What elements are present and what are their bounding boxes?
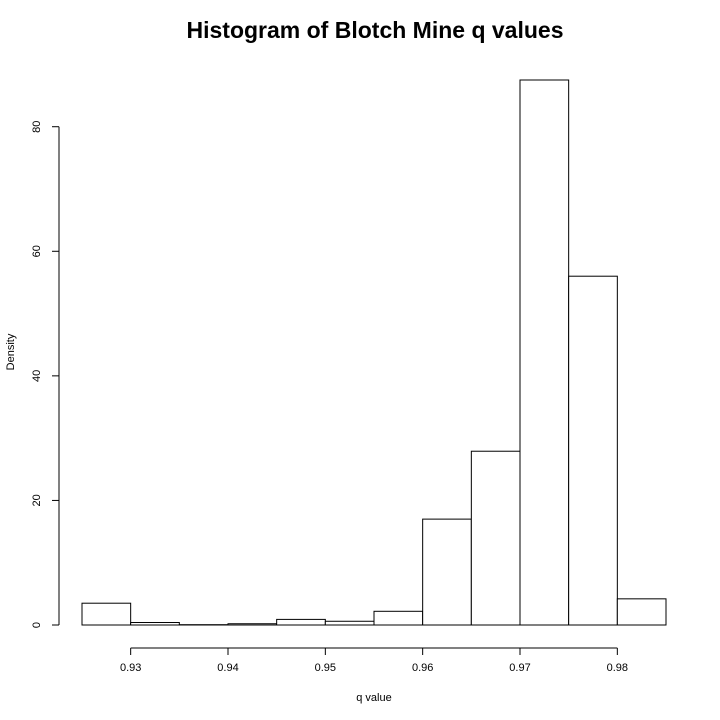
chart-title: Histogram of Blotch Mine q values bbox=[187, 17, 564, 43]
y-tick-label: 20 bbox=[31, 494, 43, 506]
x-tick-label: 0.95 bbox=[315, 662, 336, 674]
histogram-bar-7 bbox=[373, 610, 424, 626]
histogram-bar-4 bbox=[227, 623, 278, 626]
y-tick-label: 0 bbox=[31, 622, 43, 628]
y-tick-label: 40 bbox=[31, 370, 43, 382]
histogram-bar-11 bbox=[568, 275, 618, 626]
y-axis: 0 20 40 60 80 bbox=[31, 121, 60, 628]
histogram-bar-1 bbox=[81, 602, 132, 626]
histogram-bar-2 bbox=[130, 622, 180, 626]
x-tick-label: 0.97 bbox=[509, 662, 530, 674]
x-axis-label: q value bbox=[356, 692, 391, 704]
x-tick-label: 0.94 bbox=[217, 662, 238, 674]
y-axis-label: Density bbox=[5, 333, 17, 370]
x-axis: 0.93 0.94 0.95 0.96 0.97 0.98 bbox=[120, 647, 628, 674]
histogram-bar-10 bbox=[519, 79, 570, 626]
histogram-bar-5 bbox=[276, 618, 326, 626]
x-tick-label: 0.93 bbox=[120, 662, 141, 674]
y-tick-label: 60 bbox=[31, 245, 43, 257]
x-tick-label: 0.96 bbox=[412, 662, 433, 674]
y-tick-label: 80 bbox=[31, 121, 43, 133]
x-tick-label: 0.98 bbox=[607, 662, 628, 674]
histogram-bar-9 bbox=[470, 450, 521, 626]
histogram-bar-6 bbox=[324, 620, 375, 626]
histogram-bar-8 bbox=[422, 518, 472, 626]
histogram-bar-12 bbox=[616, 598, 667, 626]
bars-group bbox=[81, 79, 667, 626]
